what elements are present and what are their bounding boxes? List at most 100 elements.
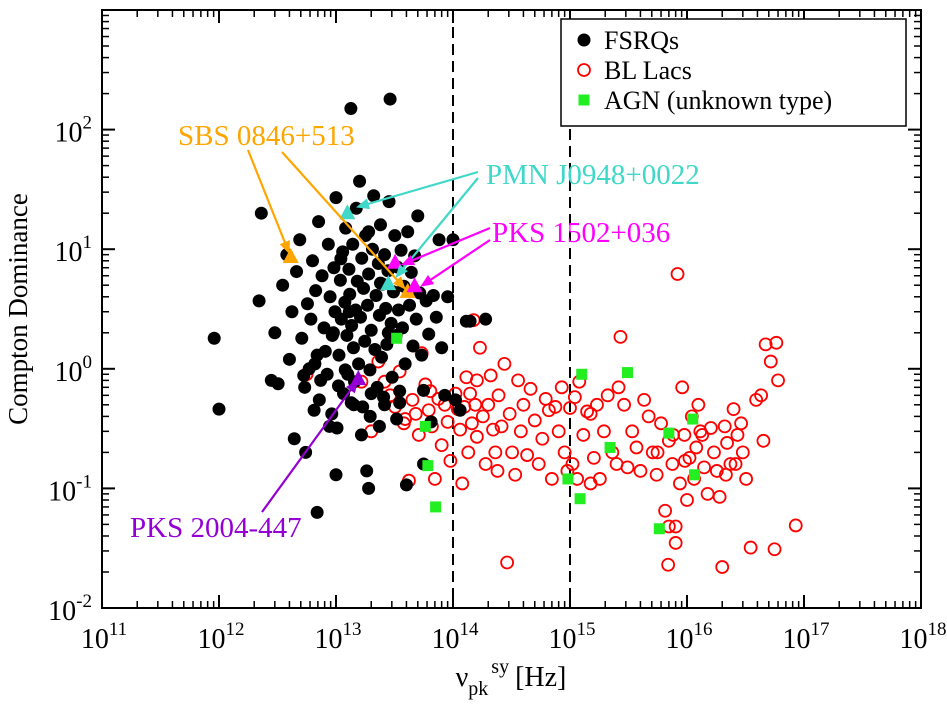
bl-lacs-point	[541, 403, 556, 418]
bl-lacs-point	[440, 414, 455, 429]
bl-lacs-point	[443, 453, 458, 468]
fsrqs-point	[390, 412, 404, 426]
fsrqs-point	[373, 218, 387, 232]
fsrqs-point	[463, 314, 477, 328]
fsrqs-point	[307, 403, 321, 417]
bl-lacs-point	[453, 422, 468, 437]
x-axis-label-subscript: pk	[468, 678, 488, 700]
bl-lacs-point	[583, 406, 598, 421]
fsrqs-point	[338, 363, 352, 377]
bl-lacs-point	[769, 335, 784, 350]
bl-lacs-point	[464, 416, 479, 431]
fsrqs-point	[354, 310, 368, 324]
fsrqs-point	[333, 273, 347, 287]
bl-lacs-point	[505, 445, 520, 460]
bl-lacs-point	[743, 540, 758, 555]
bl-lacs-point	[718, 467, 733, 482]
bl-lacs-point	[421, 403, 436, 418]
fsrqs-point	[378, 248, 392, 262]
bl-lacs-point	[734, 416, 749, 431]
bl-lacs-point	[531, 457, 546, 471]
bl-lacs-point	[600, 388, 615, 403]
bl-lacs-point	[613, 329, 628, 344]
bl-lacs-point	[677, 428, 692, 442]
x-tick-label: 1016	[666, 619, 713, 655]
plot-frame	[101, 9, 922, 609]
x-tick-label: 1018	[900, 619, 947, 655]
bl-lacs-point	[516, 397, 531, 412]
fsrqs-point	[415, 348, 429, 362]
fsrqs-point	[312, 393, 326, 407]
bl-lacs-point	[483, 368, 498, 383]
bl-lacs-point	[709, 464, 724, 478]
bl-lacs-point	[735, 445, 750, 460]
bl-lacs-point	[673, 476, 687, 491]
axis-ticks: 1011 1012 1013 1014 1015 1016 1017 1018 10-2 10-1…	[48, 9, 947, 655]
pks-1502-036-arrow-line	[423, 239, 491, 285]
bl-lacs-point	[691, 397, 706, 412]
bl-lacs-point	[590, 397, 604, 412]
pks-2004-447-label: PKS 2004-447	[130, 512, 302, 544]
bl-lacs-point	[707, 445, 721, 460]
fsrqs-point	[334, 252, 348, 266]
x-axis-label-superscript: sy	[491, 656, 509, 678]
fsrqs-point	[345, 319, 359, 333]
fsrqs-point	[207, 331, 221, 345]
pks-1502-036-arrow-line	[405, 226, 491, 265]
fsrqs-point	[385, 370, 399, 384]
bl-lacs-point	[763, 354, 778, 369]
bl-lacs-point	[557, 445, 572, 460]
x-axis-label: νpksy [Hz]	[456, 656, 567, 700]
bl-lacs-point	[620, 460, 635, 475]
sbs-0846-513-label: SBS 0846+513	[178, 120, 355, 152]
bl-lacs-point	[675, 380, 690, 395]
bl-lacs-point	[469, 373, 484, 388]
bl-lacs-point	[563, 401, 577, 415]
bl-lacs-point	[494, 419, 509, 434]
bl-lacs-point	[500, 555, 515, 570]
x-tick-label: 1014	[432, 619, 480, 655]
fsrqs-point	[453, 403, 467, 417]
bl-lacs-point	[678, 453, 692, 468]
fsrqs-point	[331, 379, 345, 393]
bl-lacs-point	[715, 560, 730, 574]
fsrqs-point	[364, 323, 378, 337]
fsrqs-point	[295, 331, 309, 345]
agn-unknown-type-point	[663, 427, 675, 439]
agn-unknown-type-point	[574, 493, 586, 505]
bl-lacs-point	[650, 445, 665, 460]
y-tick-label: 10-2	[48, 591, 92, 627]
bl-lacs-point	[544, 472, 559, 486]
pmn-j0948-0022-marker	[339, 204, 356, 220]
bl-lacs-point	[508, 467, 523, 482]
bl-lacs-point	[645, 445, 660, 460]
x-axis-label-unit: [Hz]	[515, 662, 566, 693]
bl-lacs-point	[411, 428, 426, 442]
bl-lacs-point	[641, 409, 656, 424]
sbs-0846-513-arrow-head	[392, 276, 406, 290]
agn-unknown-type-point	[576, 368, 588, 380]
bl-lacs-point	[728, 457, 743, 471]
agn-unknown-type-point	[422, 460, 434, 472]
bl-lacs-point	[668, 519, 683, 534]
fsrqs-point	[346, 341, 360, 355]
fsrqs-point	[406, 339, 420, 353]
fsrqs-point	[353, 174, 367, 188]
fsrqs-point	[399, 478, 413, 492]
fsrqs-point	[362, 225, 376, 239]
bl-lacs-point	[427, 472, 442, 486]
agn-unknown-type-point	[419, 420, 431, 432]
sbs-0846-513-arrow-line	[281, 151, 404, 287]
fsrqs-point	[404, 265, 418, 279]
bl-lacs-point	[670, 267, 685, 281]
x-tick-label: 1017	[783, 619, 830, 655]
fsrqs-point	[293, 233, 307, 247]
bl-lacs-point	[497, 356, 512, 371]
bl-lacs-point	[668, 536, 683, 550]
fsrqs-point	[375, 350, 389, 364]
fsrqs-point	[310, 348, 324, 362]
fsrqs-point	[342, 305, 356, 319]
x-tick-label: 1011	[81, 619, 127, 655]
bl-lacs-point	[665, 457, 680, 471]
